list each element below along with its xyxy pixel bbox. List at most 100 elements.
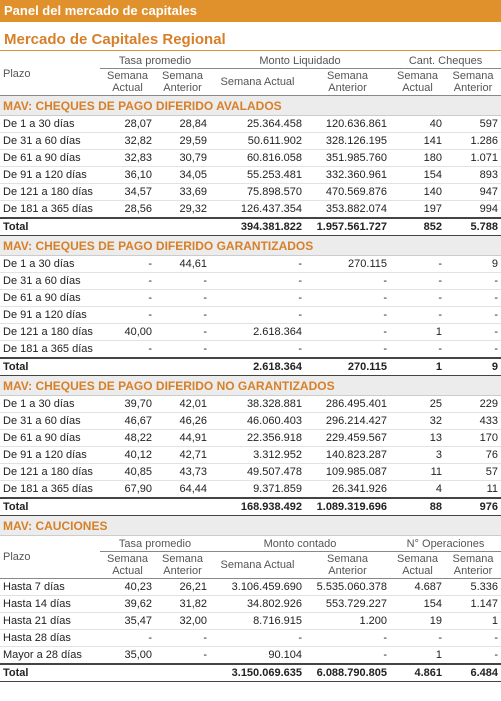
cell: 32,00 bbox=[155, 612, 210, 630]
total-row: Total 394.381.822 1.957.561.727 852 5.788 bbox=[0, 217, 501, 236]
group-header: Tasa promedio bbox=[100, 535, 210, 552]
cell: 5.336 bbox=[445, 578, 501, 596]
subheader: Semana Anterior bbox=[155, 551, 210, 579]
cell: 8.716.915 bbox=[210, 612, 305, 630]
group-header: Tasa promedio bbox=[100, 53, 210, 69]
data-row: Hasta 21 días 35,47 32,00 8.716.915 1.200 19 1 bbox=[0, 612, 501, 630]
cell: 1 bbox=[390, 323, 445, 341]
cell: 353.882.074 bbox=[305, 200, 390, 219]
cell: 42,01 bbox=[155, 395, 210, 413]
cell: 40,23 bbox=[100, 578, 155, 596]
subheader: Semana Anterior bbox=[155, 68, 210, 96]
cell: 32,83 bbox=[100, 149, 155, 167]
cell: 1.200 bbox=[305, 612, 390, 630]
cell: - bbox=[390, 340, 445, 359]
data-row: De 181 a 365 días - - - - - - bbox=[0, 340, 501, 359]
data-row: De 1 a 30 días -44,61-270.115-9 bbox=[0, 255, 501, 273]
cell: 3 bbox=[390, 446, 445, 464]
empty-cell bbox=[155, 357, 210, 376]
cell: 48,22 bbox=[100, 429, 155, 447]
cell: 229.459.567 bbox=[305, 429, 390, 447]
total-cell: 9 bbox=[445, 357, 501, 376]
subheader-row: Semana Actual Semana Anterior Semana Actua… bbox=[0, 551, 501, 579]
data-row: Hasta 7 días 40,23 26,21 3.106.459.690 5.535… bbox=[0, 578, 501, 596]
data-row: Hasta 28 días - - - - - - bbox=[0, 629, 501, 647]
cell: 35,00 bbox=[100, 646, 155, 665]
cell: 351.985.760 bbox=[305, 149, 390, 167]
cell: 126.437.354 bbox=[210, 200, 305, 219]
cell: 4.687 bbox=[390, 578, 445, 596]
cell: - bbox=[155, 323, 210, 341]
cell: 30,79 bbox=[155, 149, 210, 167]
cell: 46,26 bbox=[155, 412, 210, 430]
cell: - bbox=[210, 306, 305, 324]
cell: - bbox=[210, 340, 305, 359]
section-row: MAV: CHEQUES DE PAGO DIFERIDO NO GARANTI… bbox=[0, 375, 501, 396]
cell: - bbox=[390, 255, 445, 273]
row-label: De 121 a 180 días bbox=[0, 183, 100, 201]
cell: 43,73 bbox=[155, 463, 210, 481]
cell: 120.636.861 bbox=[305, 115, 390, 133]
total-cell: 88 bbox=[390, 497, 445, 516]
data-row: De 91 a 120 días - - - - - - bbox=[0, 306, 501, 324]
row-label: De 121 a 180 días bbox=[0, 463, 100, 481]
cell: 1.286 bbox=[445, 132, 501, 150]
row-label: Hasta 28 días bbox=[0, 629, 100, 647]
cell: 470.569.876 bbox=[305, 183, 390, 201]
cell: 1.071 bbox=[445, 149, 501, 167]
data-row: De 61 a 90 días 48,22 44,91 22.356.918 229.4… bbox=[0, 429, 501, 447]
row-label: Hasta 14 días bbox=[0, 595, 100, 613]
cell: 46.060.403 bbox=[210, 412, 305, 430]
total-cell: 3.150.069.635 bbox=[210, 663, 305, 682]
cell: 38.328.881 bbox=[210, 395, 305, 413]
data-row: De 61 a 90 días - - - - - - bbox=[0, 289, 501, 307]
cell: 947 bbox=[445, 183, 501, 201]
cell: 39,70 bbox=[100, 395, 155, 413]
cell: 28,84 bbox=[155, 115, 210, 133]
data-row: De 1 a 30 días 39,70 42,01 38.328.881 286.49… bbox=[0, 395, 501, 413]
cell: 31,82 bbox=[155, 595, 210, 613]
cell: 994 bbox=[445, 200, 501, 219]
cell: 180 bbox=[390, 149, 445, 167]
row-label: De 91 a 120 días bbox=[0, 166, 100, 184]
total-cell: 852 bbox=[390, 217, 445, 236]
cell: 893 bbox=[445, 166, 501, 184]
cell: 39,62 bbox=[100, 595, 155, 613]
cell: 46,67 bbox=[100, 412, 155, 430]
empty-cell bbox=[100, 497, 155, 516]
cell: 597 bbox=[445, 115, 501, 133]
cell: 11 bbox=[445, 480, 501, 499]
cell: 55.253.481 bbox=[210, 166, 305, 184]
cell: 154 bbox=[390, 166, 445, 184]
total-cell: 6.088.790.805 bbox=[305, 663, 390, 682]
section-title: MAV: CHEQUES DE PAGO DIFERIDO GARANTIZAD… bbox=[0, 235, 501, 256]
cell: 28,07 bbox=[100, 115, 155, 133]
cell: 5.535.060.378 bbox=[305, 578, 390, 596]
total-cell: 394.381.822 bbox=[210, 217, 305, 236]
cell: - bbox=[305, 306, 390, 324]
cell: - bbox=[305, 340, 390, 359]
cell: 42,71 bbox=[155, 446, 210, 464]
section-title: MAV: CHEQUES DE PAGO DIFERIDO NO GARANTI… bbox=[0, 375, 501, 396]
subheader-row: Semana Actual Semana Anterior Semana Actua… bbox=[0, 68, 501, 96]
cell: 13 bbox=[390, 429, 445, 447]
cell: 286.495.401 bbox=[305, 395, 390, 413]
cell: 2.618.364 bbox=[210, 323, 305, 341]
total-label: Total bbox=[0, 497, 100, 516]
row-label: Hasta 7 días bbox=[0, 578, 100, 596]
cell: 154 bbox=[390, 595, 445, 613]
cell: 140 bbox=[390, 183, 445, 201]
data-row: De 121 a 180 días 40,00-2.618.364-1- bbox=[0, 323, 501, 341]
cell: 67,90 bbox=[100, 480, 155, 499]
cell: - bbox=[390, 306, 445, 324]
cell: 36,10 bbox=[100, 166, 155, 184]
total-cell: 2.618.364 bbox=[210, 357, 305, 376]
cell: - bbox=[445, 340, 501, 359]
cell: 19 bbox=[390, 612, 445, 630]
section-row: MAV: CAUCIONES bbox=[0, 515, 501, 536]
cell: 90.104 bbox=[210, 646, 305, 665]
row-label: De 1 a 30 días bbox=[0, 395, 100, 413]
cell: 3.312.952 bbox=[210, 446, 305, 464]
total-cell: 1.957.561.727 bbox=[305, 217, 390, 236]
cell: - bbox=[210, 289, 305, 307]
